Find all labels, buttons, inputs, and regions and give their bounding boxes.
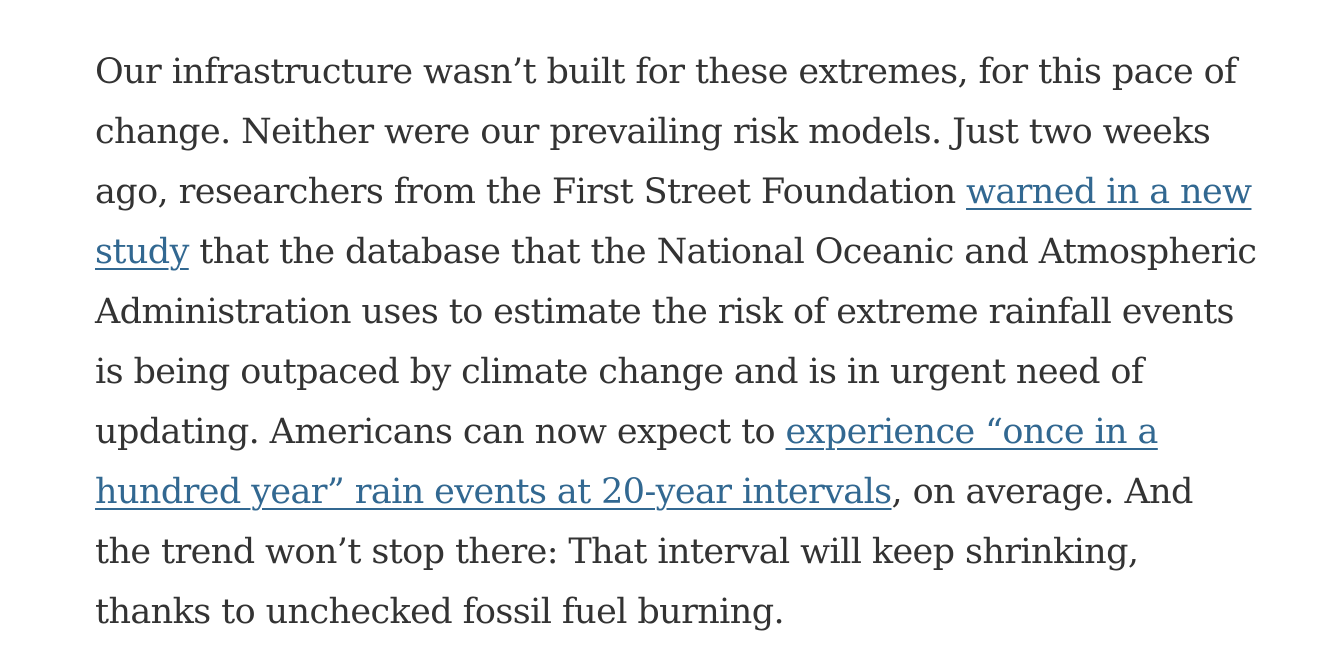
text-span: updating. Americans can now expect to — [95, 412, 786, 452]
text-span: that the database that the National Ocea… — [188, 232, 1257, 272]
paragraph-line: updating. Americans can now expect to ex… — [95, 402, 1310, 462]
paragraph-line: Administration uses to estimate the risk… — [95, 282, 1310, 342]
text-span: , on average. And — [891, 472, 1194, 512]
text-span: Administration uses to estimate the risk… — [95, 292, 1235, 332]
text-span: is being outpaced by climate change and … — [95, 352, 1144, 392]
text-span: the trend won’t stop there: That interva… — [95, 532, 1139, 572]
paragraph-line: change. Neither were our prevailing risk… — [95, 102, 1310, 162]
first-street-study-link[interactable]: warned in a new — [966, 172, 1252, 212]
paragraph-line: ago, researchers from the First Street F… — [95, 162, 1310, 222]
paragraph-line: the trend won’t stop there: That interva… — [95, 522, 1310, 582]
first-street-study-link-continued[interactable]: study — [95, 232, 189, 272]
text-span: Our infrastructure wasn’t built for thes… — [95, 52, 1237, 92]
paragraph-line: hundred year” rain events at 20-year int… — [95, 462, 1310, 522]
text-span: change. Neither were our prevailing risk… — [95, 112, 1211, 152]
paragraph-line: thanks to unchecked fossil fuel burning. — [95, 582, 1310, 642]
text-span: ago, researchers from the First Street F… — [95, 172, 967, 212]
text-span: thanks to unchecked fossil fuel burning. — [95, 592, 785, 632]
hundred-year-rain-link[interactable]: experience “once in a — [785, 412, 1159, 452]
article-paragraph: Our infrastructure wasn’t built for thes… — [95, 42, 1310, 642]
paragraph-line: study that the database that the Nationa… — [95, 222, 1310, 282]
paragraph-line: Our infrastructure wasn’t built for thes… — [95, 42, 1310, 102]
hundred-year-rain-link-continued[interactable]: hundred year” rain events at 20-year int… — [95, 472, 892, 512]
paragraph-line: is being outpaced by climate change and … — [95, 342, 1310, 402]
